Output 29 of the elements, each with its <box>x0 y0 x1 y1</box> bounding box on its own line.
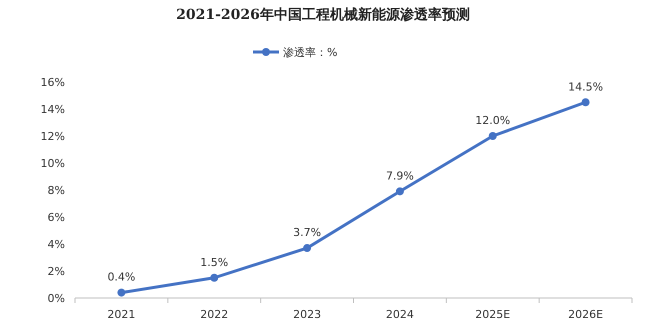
point <box>210 274 218 282</box>
x-tick-label: 2021 <box>107 308 136 321</box>
data-label: 3.7% <box>293 226 322 240</box>
y-tick-label: 2% <box>48 265 65 278</box>
chart-title: 2021-2026年中国工程机械新能源渗透率预测 <box>176 6 470 23</box>
y-tick-label: 12% <box>40 130 65 143</box>
data-label: 14.5% <box>568 80 604 94</box>
y-tick-label: 4% <box>48 238 65 251</box>
x-tick-label: 2023 <box>293 308 322 321</box>
legend-label: 渗透率：% <box>283 46 338 59</box>
y-tick-label: 16% <box>40 76 65 89</box>
data-label: 1.5% <box>200 256 228 269</box>
x-tick-label: 2025E <box>475 308 510 321</box>
point <box>117 288 126 297</box>
x-tick-label: 2024 <box>386 308 414 321</box>
y-tick-label: 8% <box>48 184 65 197</box>
data-label: 0.4% <box>107 270 136 284</box>
y-tick-label: 0% <box>48 292 65 305</box>
y-tick-label: 6% <box>48 211 65 224</box>
point <box>488 132 497 140</box>
x-tick-label: 2026E <box>568 308 604 321</box>
point <box>582 98 590 106</box>
y-tick-label: 14% <box>40 103 65 116</box>
data-label: 12.0% <box>475 114 510 127</box>
point <box>303 244 312 252</box>
data-label: 7.9% <box>386 169 414 182</box>
y-tick-label: 10% <box>40 157 65 170</box>
point <box>396 187 404 196</box>
x-tick-label: 2022 <box>200 308 228 321</box>
